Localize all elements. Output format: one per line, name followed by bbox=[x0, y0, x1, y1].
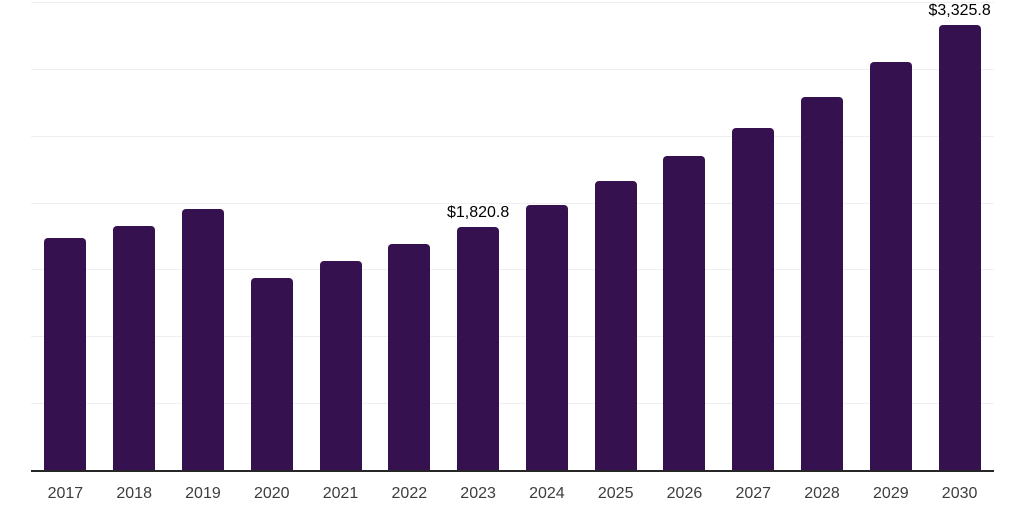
x-tick-2018: 2018 bbox=[116, 485, 152, 502]
data-label-2023: $1,820.8 bbox=[446, 203, 510, 221]
x-axis-labels: 2017 2018 2019 2020 2021 2022 2023 2024 2025 2026… bbox=[31, 482, 994, 506]
data-label-2030: $3,325.8 bbox=[928, 2, 991, 20]
bar-2017[interactable] bbox=[44, 238, 87, 470]
bar-2019[interactable] bbox=[181, 208, 224, 470]
x-tick-2025: 2025 bbox=[597, 485, 634, 502]
bar-2025[interactable] bbox=[594, 181, 637, 470]
bar-2022[interactable] bbox=[388, 244, 431, 470]
bar-2023[interactable] bbox=[457, 226, 500, 470]
bar-2030[interactable] bbox=[938, 25, 981, 470]
gridline-3500 bbox=[31, 2, 994, 3]
bar-2024[interactable] bbox=[525, 204, 568, 470]
x-tick-2021: 2021 bbox=[322, 485, 359, 502]
bar-2027[interactable] bbox=[732, 127, 775, 470]
x-tick-2020: 2020 bbox=[253, 485, 290, 502]
gridline-1000 bbox=[31, 336, 994, 338]
gridline-500 bbox=[31, 403, 994, 405]
x-tick-2023: 2023 bbox=[460, 485, 496, 502]
bar-2026[interactable] bbox=[663, 156, 706, 470]
x-tick-2028: 2028 bbox=[804, 485, 840, 502]
bar-2029[interactable] bbox=[869, 62, 912, 470]
gridline-2500 bbox=[31, 135, 994, 137]
gridline-3000 bbox=[31, 68, 994, 70]
bar-2020[interactable] bbox=[250, 278, 293, 470]
x-tick-2027: 2027 bbox=[735, 485, 772, 502]
bar-2028[interactable] bbox=[801, 96, 844, 470]
x-tick-2024: 2024 bbox=[529, 485, 565, 502]
bar-2018[interactable] bbox=[113, 225, 156, 470]
x-tick-2026: 2026 bbox=[666, 485, 703, 502]
plot-area: $1,820.8 $3,325.8 bbox=[31, 2, 994, 472]
x-tick-2029: 2029 bbox=[873, 485, 909, 502]
x-tick-2019: 2019 bbox=[185, 485, 221, 502]
x-tick-2017: 2017 bbox=[47, 485, 84, 502]
gridline-1500 bbox=[31, 269, 994, 271]
gridline-2000 bbox=[31, 202, 994, 204]
x-tick-2022: 2022 bbox=[391, 485, 428, 502]
bar-2021[interactable] bbox=[319, 261, 362, 470]
x-tick-2030: 2030 bbox=[941, 485, 978, 502]
